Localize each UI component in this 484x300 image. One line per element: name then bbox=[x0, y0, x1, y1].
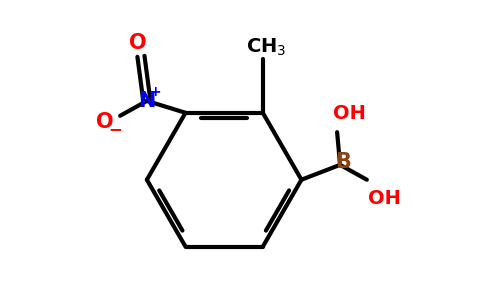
Text: +: + bbox=[150, 85, 161, 99]
Text: CH$_3$: CH$_3$ bbox=[245, 37, 286, 58]
Text: OH: OH bbox=[333, 104, 365, 123]
Text: B: B bbox=[335, 152, 351, 172]
Text: N: N bbox=[138, 91, 155, 111]
Text: −: − bbox=[108, 120, 122, 138]
Text: O: O bbox=[96, 112, 114, 132]
Text: OH: OH bbox=[368, 189, 401, 208]
Text: O: O bbox=[129, 33, 147, 53]
